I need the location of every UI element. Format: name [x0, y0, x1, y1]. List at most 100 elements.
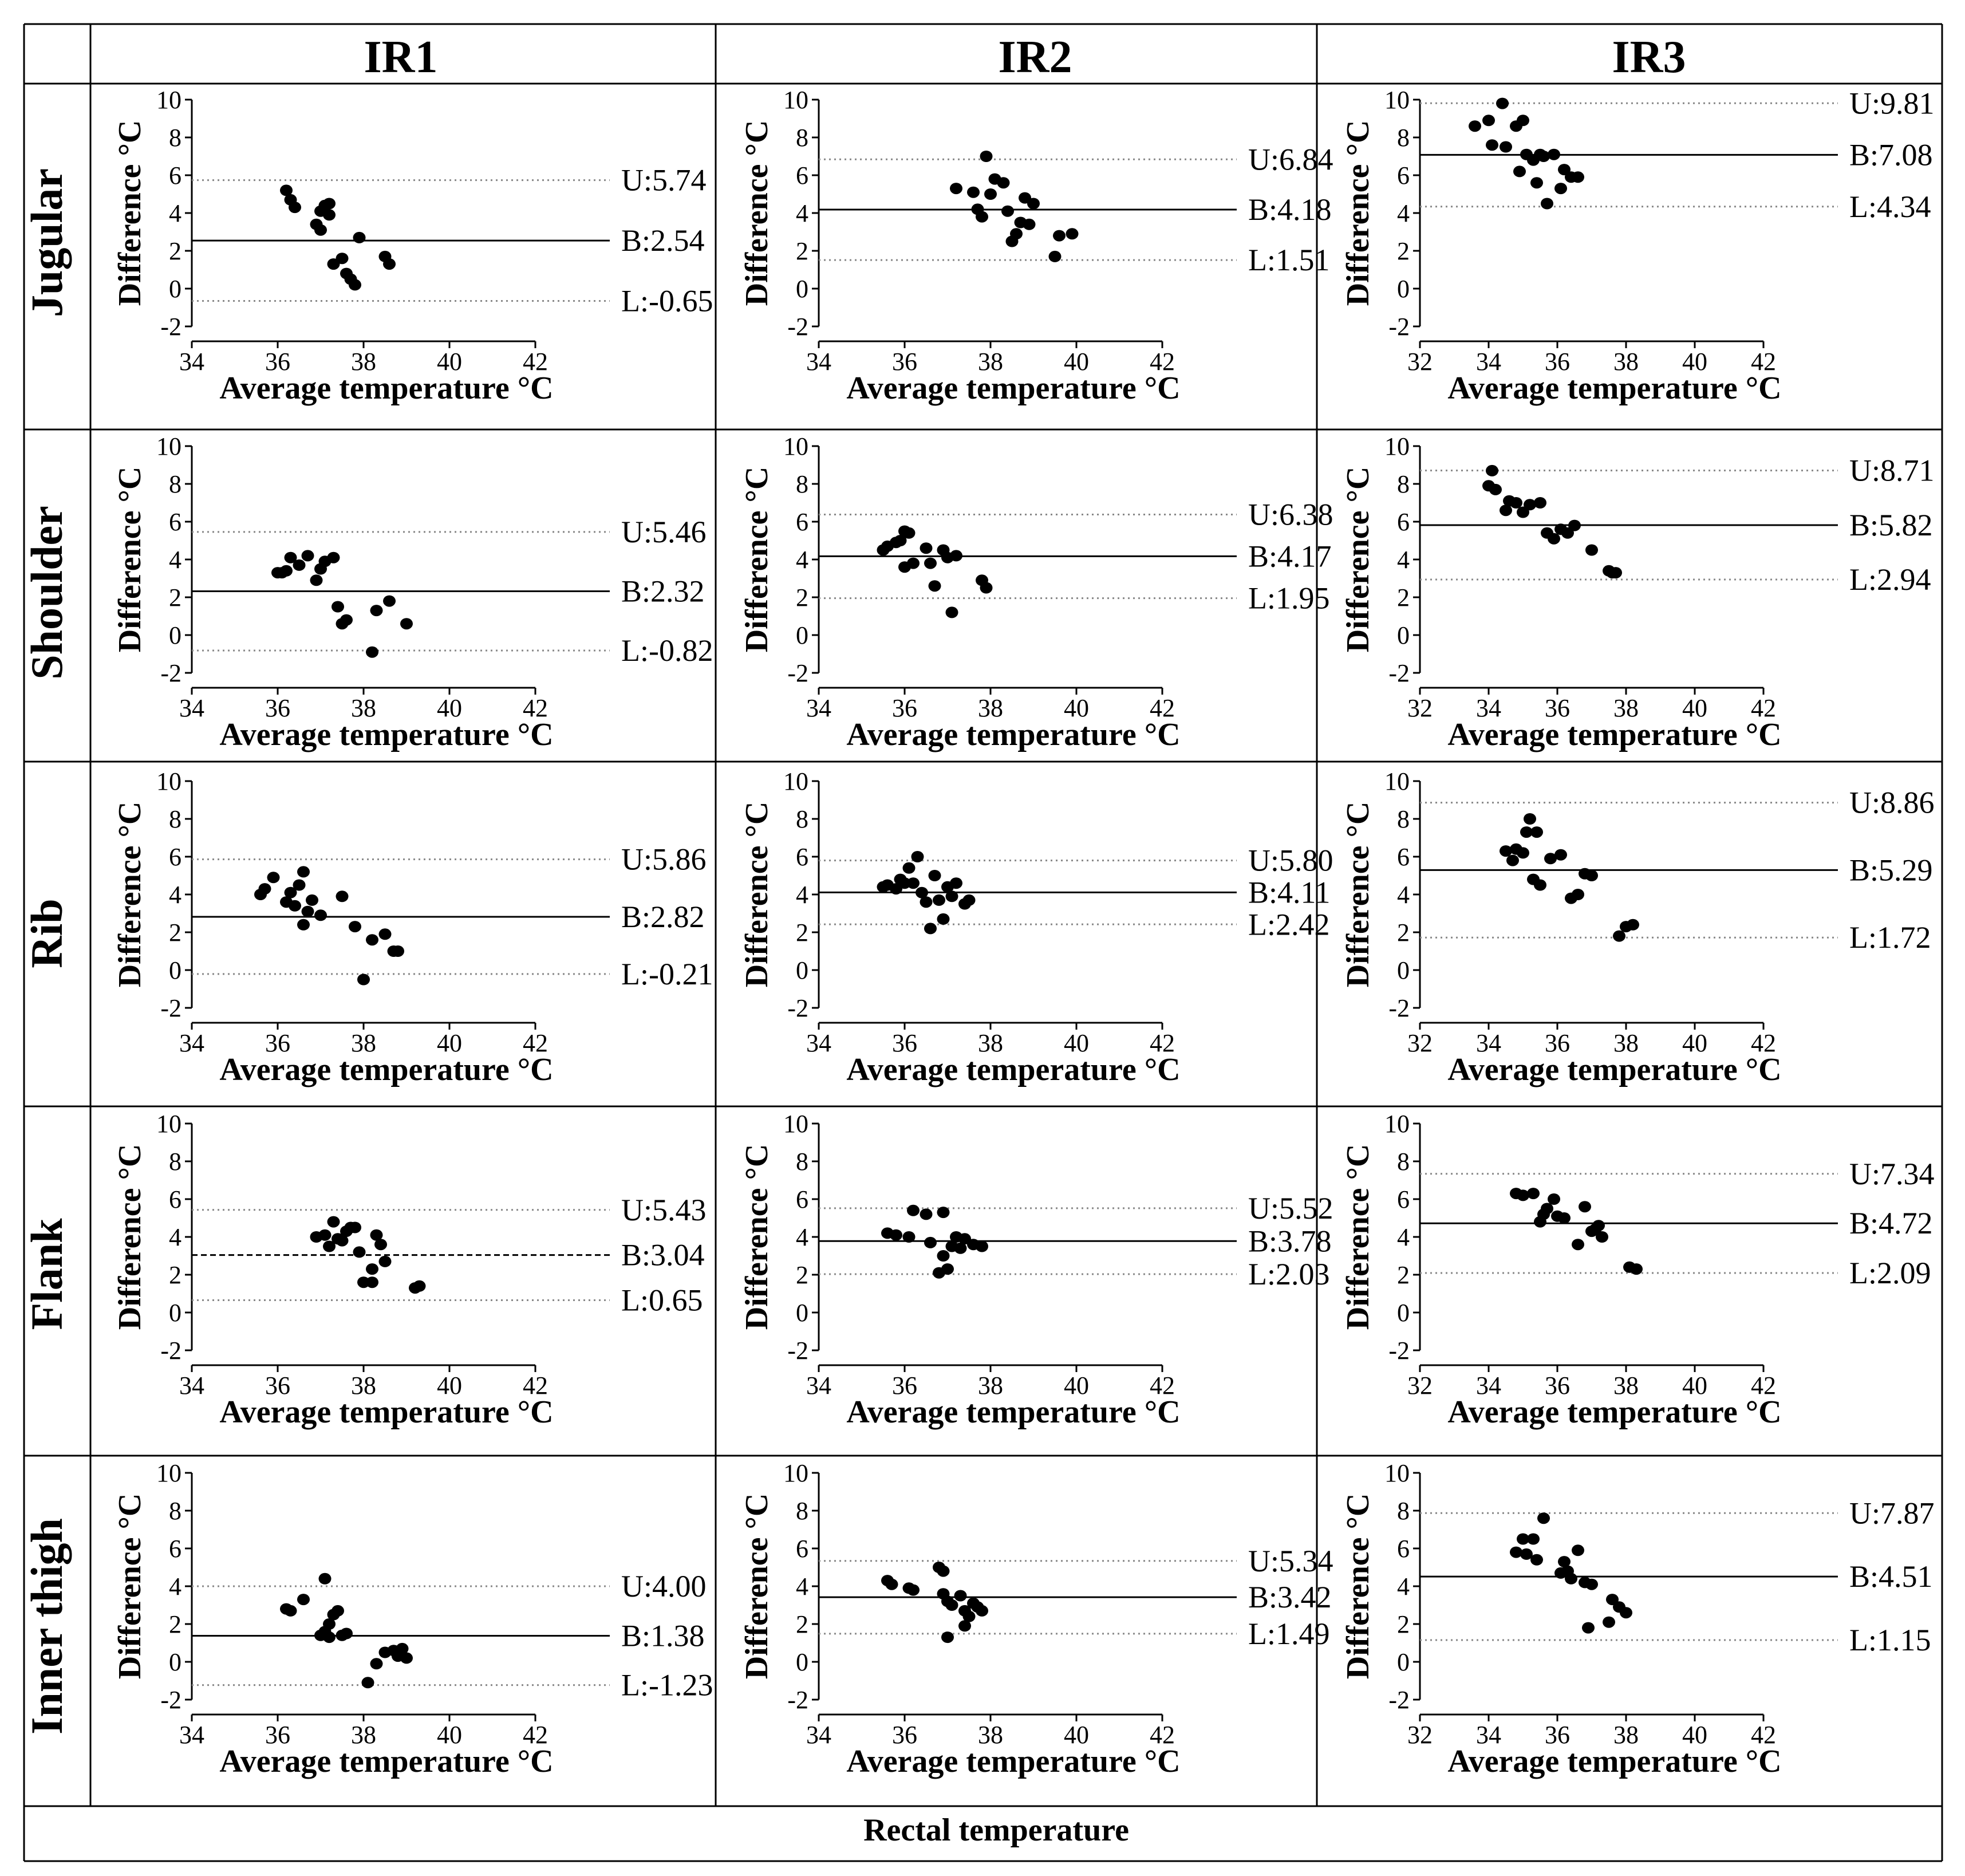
y-tick-label: 2 — [1397, 237, 1410, 265]
bias-label: B:1.38 — [621, 1618, 705, 1653]
data-point — [1541, 1203, 1553, 1215]
data-point — [1500, 505, 1512, 517]
y-tick-label: 4 — [1397, 1223, 1410, 1251]
y-tick-label: 8 — [1397, 805, 1410, 833]
bias-label: B:2.32 — [621, 574, 705, 608]
data-point — [941, 1631, 954, 1644]
data-point — [928, 870, 941, 881]
row-header-shoulder: Shoulder — [22, 506, 72, 679]
y-tick-label: 6 — [169, 161, 181, 190]
data-point — [1520, 826, 1533, 838]
y-tick-label: 4 — [1397, 546, 1410, 574]
x-tick-label: 42 — [1150, 1721, 1175, 1749]
y-tick-label: -2 — [787, 994, 808, 1022]
data-point — [1534, 148, 1546, 160]
data-point — [894, 535, 907, 546]
y-tick-label: 8 — [1397, 124, 1410, 152]
y-tick-label: 4 — [169, 1572, 181, 1601]
y-tick-label: 0 — [796, 1648, 808, 1676]
data-point — [1554, 849, 1567, 861]
y-tick-label: 10 — [156, 86, 181, 114]
data-point — [280, 184, 293, 196]
x-tick-label: 40 — [437, 348, 462, 376]
y-tick-label: 0 — [1397, 956, 1410, 984]
y-tick-label: 0 — [169, 1299, 181, 1327]
y-tick-label: 10 — [1384, 86, 1410, 114]
x-tick-label: 42 — [523, 1371, 548, 1400]
y-tick-label: 6 — [796, 1535, 808, 1563]
upper-limit-label: U:7.87 — [1849, 1496, 1935, 1530]
y-tick-label: 10 — [156, 432, 181, 460]
upper-limit-label: U:4.00 — [621, 1569, 707, 1603]
data-point — [1066, 228, 1079, 240]
data-point — [1524, 499, 1536, 511]
bias-label: B:3.04 — [621, 1238, 705, 1272]
column-header-ir1: IR1 — [364, 32, 438, 82]
y-tick-label: 10 — [783, 86, 808, 114]
data-point — [1469, 120, 1481, 132]
y-tick-label: 8 — [169, 805, 181, 833]
x-tick-label: 34 — [806, 694, 831, 722]
data-point — [323, 209, 336, 221]
data-point — [902, 1231, 916, 1243]
y-tick-label: 2 — [1397, 919, 1410, 947]
x-axis-title: Average temperature °C — [846, 1394, 1180, 1430]
data-point — [1572, 1239, 1584, 1251]
data-point — [336, 253, 349, 265]
x-tick-label: 34 — [806, 348, 831, 376]
data-point — [924, 557, 937, 569]
x-tick-label: 36 — [892, 1371, 917, 1400]
column-header-ir2: IR2 — [999, 32, 1072, 82]
y-tick-label: 8 — [169, 1497, 181, 1525]
data-point — [1517, 115, 1529, 127]
x-tick-label: 34 — [1476, 348, 1501, 376]
table-headers: IR1 IR2 IR3 Jugular Shoulder Rib Flank I… — [22, 32, 1686, 1848]
y-tick-label: 0 — [169, 956, 181, 984]
data-point — [318, 1572, 332, 1585]
data-point — [1534, 879, 1546, 891]
lower-limit-label: L:-0.65 — [621, 283, 713, 318]
y-tick-label: 0 — [169, 1648, 181, 1676]
y-tick-label: 2 — [1397, 1261, 1410, 1289]
y-tick-label: 2 — [169, 1261, 181, 1289]
data-point — [941, 1263, 954, 1275]
x-tick-label: 40 — [1682, 1721, 1707, 1749]
upper-limit-label: U:5.34 — [1248, 1544, 1333, 1578]
data-point — [306, 894, 318, 906]
y-tick-label: 2 — [796, 237, 808, 265]
data-point — [310, 574, 323, 586]
data-point — [907, 1584, 920, 1596]
y-tick-label: -2 — [787, 1337, 808, 1365]
data-point — [378, 928, 392, 940]
x-tick-label: 38 — [978, 1371, 1003, 1400]
data-point — [1500, 141, 1512, 153]
x-tick-label: 32 — [1407, 1371, 1433, 1400]
data-point — [1530, 826, 1543, 838]
data-point — [1517, 847, 1529, 859]
y-tick-label: 8 — [1397, 1148, 1410, 1176]
x-tick-label: 36 — [892, 1029, 917, 1057]
x-tick-label: 38 — [351, 1721, 376, 1749]
data-point — [907, 1204, 920, 1216]
upper-limit-label: U:9.81 — [1849, 86, 1935, 120]
data-point — [1627, 919, 1639, 931]
data-point — [1572, 171, 1584, 183]
x-tick-label: 38 — [978, 1029, 1003, 1057]
bias-label: B:2.54 — [621, 223, 705, 258]
y-tick-label: 2 — [796, 584, 808, 612]
data-point — [937, 1207, 950, 1219]
x-tick-label: 42 — [1150, 1371, 1175, 1400]
upper-limit-label: U:8.86 — [1849, 786, 1935, 820]
data-point — [1500, 845, 1512, 857]
x-tick-label: 40 — [437, 1721, 462, 1749]
x-tick-label: 42 — [1751, 348, 1776, 376]
y-tick-label: 0 — [169, 621, 181, 649]
x-tick-label: 42 — [523, 348, 548, 376]
data-point — [314, 909, 327, 921]
data-point — [349, 921, 361, 933]
